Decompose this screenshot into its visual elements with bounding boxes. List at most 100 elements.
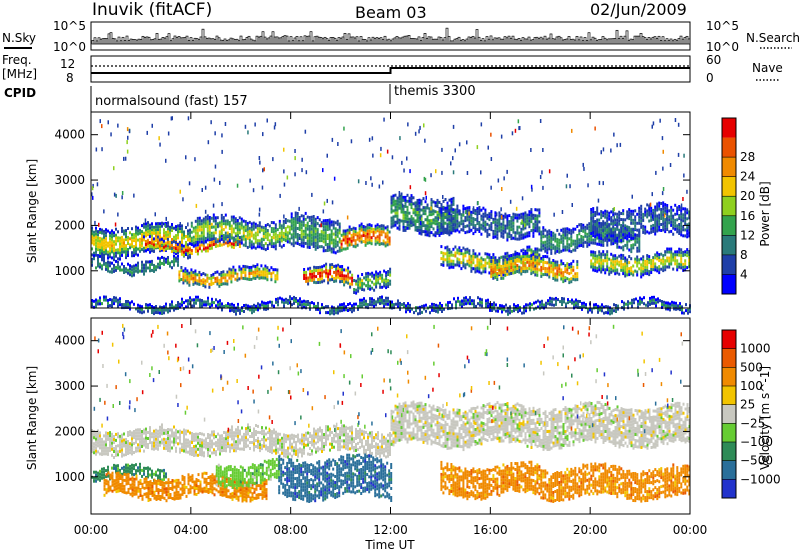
cell (434, 216, 437, 220)
cell (196, 237, 199, 241)
cell (139, 307, 141, 311)
cell (381, 298, 383, 302)
cell (230, 245, 233, 249)
cell (598, 230, 601, 234)
cell (600, 255, 603, 259)
cell (95, 235, 97, 239)
cell (494, 235, 497, 239)
cell (528, 216, 531, 220)
cell (304, 223, 307, 227)
cell (678, 214, 681, 217)
cell (380, 227, 383, 231)
cell (624, 218, 627, 222)
cell (344, 229, 347, 233)
cell (450, 231, 453, 235)
cell (310, 239, 313, 243)
cell (177, 227, 179, 231)
cell (119, 257, 121, 261)
cell (359, 301, 361, 305)
cell (466, 262, 469, 266)
cell (182, 247, 185, 251)
cell (628, 208, 631, 212)
cell (306, 221, 309, 225)
cell (271, 300, 273, 304)
date-title: 02/Jun/2009 (590, 0, 687, 19)
cell (217, 303, 219, 307)
cell (159, 266, 161, 270)
cell (442, 207, 445, 211)
cell (387, 285, 390, 288)
cell (636, 270, 639, 274)
cell (636, 237, 639, 241)
cell (560, 277, 563, 281)
cell (189, 302, 191, 306)
cell (348, 225, 351, 229)
cell (444, 221, 447, 225)
cell (383, 278, 386, 282)
cell (490, 272, 493, 275)
cell (442, 213, 445, 217)
cell (188, 251, 191, 255)
cell (125, 267, 127, 271)
cell (99, 262, 101, 266)
cell (347, 272, 350, 276)
cell (250, 228, 253, 232)
cell (575, 298, 577, 302)
cell (319, 268, 322, 272)
cell (638, 240, 641, 244)
cell (678, 253, 681, 257)
cell (286, 237, 289, 241)
cell (642, 258, 645, 262)
cell (673, 304, 675, 308)
cell (656, 254, 659, 258)
cell (272, 233, 275, 237)
cell (604, 221, 607, 225)
cell (688, 262, 691, 265)
cell (394, 199, 397, 203)
cell (448, 257, 451, 261)
cell (641, 300, 643, 304)
cell (238, 231, 241, 235)
cell (105, 295, 107, 299)
cell (566, 271, 569, 275)
cell (616, 227, 619, 231)
cell (137, 267, 139, 271)
cell (546, 233, 549, 237)
cell (369, 278, 372, 282)
nave-tick-bottom: 0 (706, 71, 714, 85)
cell (542, 261, 545, 265)
cell (331, 305, 333, 309)
cell (151, 222, 153, 226)
cell (404, 228, 407, 232)
cell (632, 227, 635, 231)
cell (453, 297, 455, 301)
cell (254, 234, 257, 238)
cell (264, 267, 267, 271)
cell (394, 214, 397, 218)
cell (456, 225, 459, 229)
cell (688, 216, 691, 220)
cell (541, 305, 543, 309)
cell (135, 228, 137, 232)
cell (613, 309, 615, 313)
cell (450, 225, 453, 229)
cell (198, 234, 201, 238)
cell (379, 270, 382, 274)
cell (452, 262, 455, 266)
cell (636, 261, 639, 265)
cell (266, 244, 269, 247)
cell (408, 199, 411, 203)
cell (93, 236, 95, 240)
cell (216, 244, 219, 248)
cell (466, 212, 469, 216)
cell (119, 251, 121, 255)
cell (601, 303, 603, 307)
cell (566, 265, 569, 269)
cell (281, 300, 283, 304)
cell (610, 270, 613, 274)
cell (488, 224, 491, 228)
cell (446, 260, 449, 264)
cell (516, 237, 519, 241)
cell (656, 220, 659, 224)
cell (256, 230, 259, 234)
